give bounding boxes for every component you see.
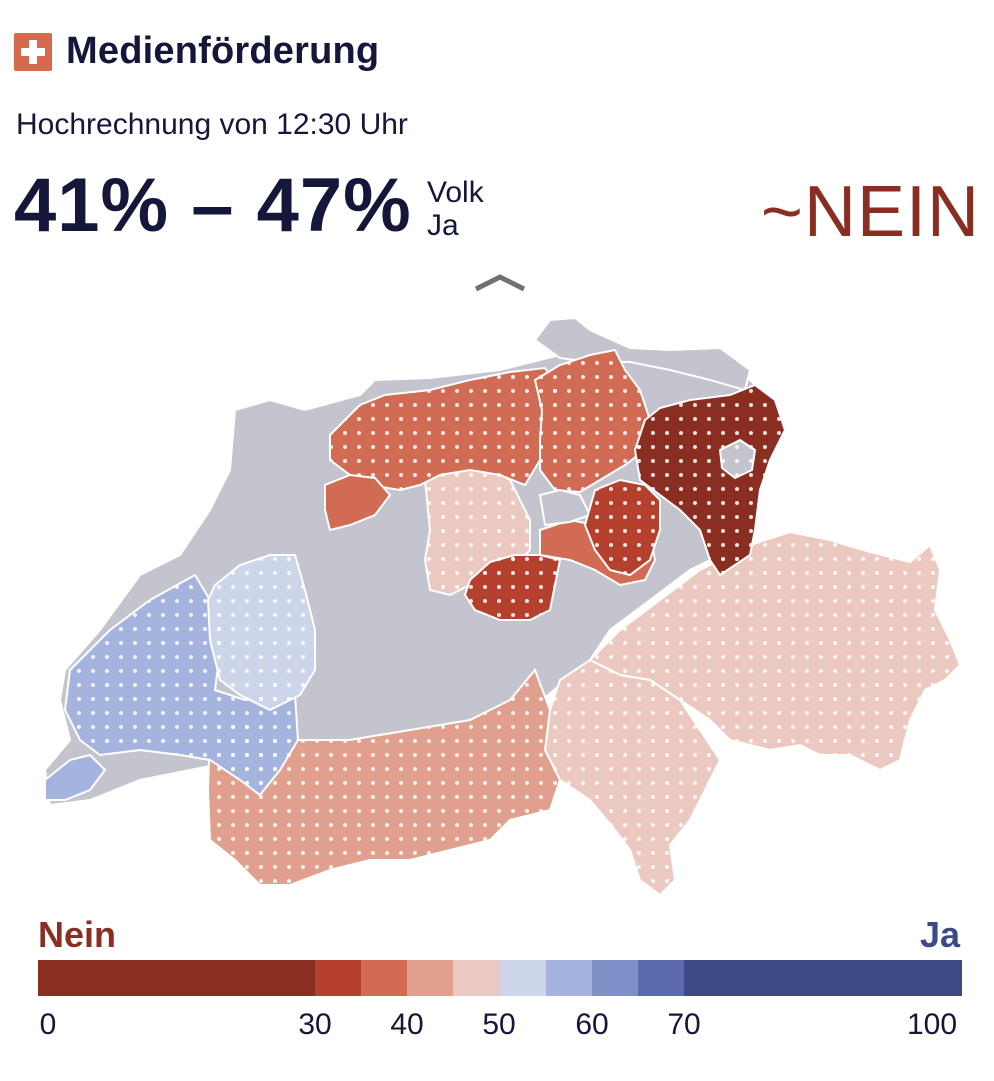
legend-tick-40: 40 — [390, 1008, 424, 1041]
map-dot-overlay — [65, 350, 960, 895]
legend-tick-30: 30 — [298, 1008, 332, 1041]
legend-bin-30-35 — [315, 960, 361, 996]
legend-tick-100: 100 — [906, 1008, 958, 1041]
legend-bin-70-100 — [684, 960, 962, 996]
result-range-label: Volk Ja — [427, 176, 484, 242]
legend-bin-45-50 — [453, 960, 499, 996]
legend-bin-55-60 — [546, 960, 592, 996]
legend-bin-65-70 — [638, 960, 684, 996]
legend-nein-label: Nein — [38, 914, 117, 955]
chevron-up-icon[interactable] — [474, 272, 526, 292]
swiss-flag-icon — [14, 32, 52, 71]
legend-bin-40-45 — [407, 960, 453, 996]
header: Medienförderung — [14, 30, 379, 73]
page-title: Medienförderung — [66, 30, 380, 72]
verdict-badge: ~NEIN — [760, 172, 980, 252]
result-range: 41% – 47% — [14, 163, 412, 248]
legend-bin-0-30 — [38, 960, 315, 996]
legend-tick-70: 70 — [667, 1008, 701, 1041]
legend-bin-35-40 — [361, 960, 407, 996]
legend-ja-label: Ja — [919, 914, 960, 955]
legend-tick-60: 60 — [575, 1008, 609, 1041]
label-volk: Volk — [427, 176, 484, 209]
projection-time: Hochrechnung von 12:30 Uhr — [16, 108, 408, 141]
legend-tick-0: 0 — [39, 1008, 57, 1041]
legend-bin-60-65 — [592, 960, 638, 996]
map-region-geneva — [44, 753, 107, 801]
label-ja: Ja — [427, 209, 459, 242]
legend-tick-50: 50 — [482, 1008, 516, 1041]
legend-color-scale — [38, 960, 962, 996]
legend-bin-50-55 — [499, 960, 546, 996]
switzerland-canton-map — [43, 316, 962, 897]
